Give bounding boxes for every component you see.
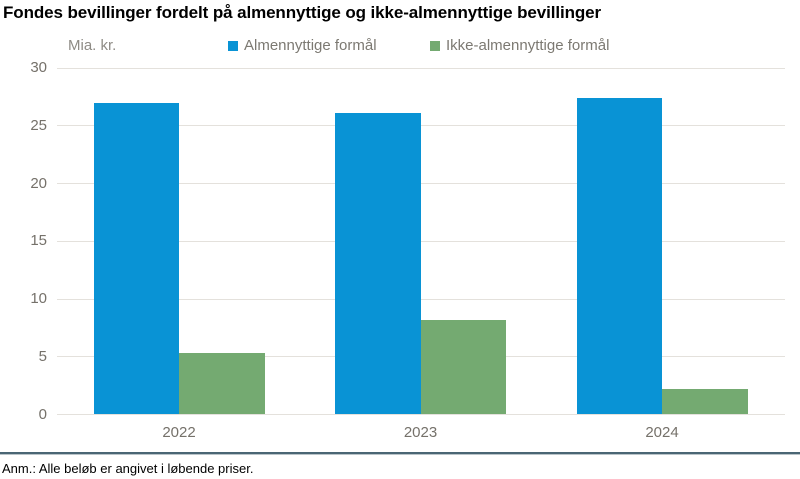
y-axis-tick-label: 25 — [30, 116, 47, 134]
gridline — [57, 298, 785, 300]
x-axis-label: 2024 — [645, 424, 679, 441]
legend-label: Almennyttige formål — [244, 37, 377, 54]
legend-swatch-blue-icon — [228, 40, 238, 51]
legend-item-almennyttige: Almennyttige formål — [228, 37, 377, 54]
y-axis-tick-label: 10 — [30, 290, 47, 307]
page-title: Fondes bevillinger fordelt på almennytti… — [3, 3, 602, 22]
gridline — [57, 240, 785, 242]
gridline — [57, 183, 785, 184]
bar-almennyttige-2024 — [576, 98, 662, 415]
legend-label: Ikke-almennyttige formål — [446, 37, 610, 54]
bar-almennyttige-2022 — [93, 102, 179, 415]
bar-ikke-almennyttige-2023 — [420, 319, 506, 415]
gridline — [57, 67, 785, 69]
footnote: Anm.: Alle beløb er angivet i løbende pr… — [2, 461, 254, 476]
gridline — [57, 125, 785, 127]
bar-ikke-almennyttige-2024 — [662, 389, 748, 415]
y-axis-tick-label: 20 — [30, 174, 47, 192]
y-axis-tick-label: 30 — [30, 59, 47, 76]
bar-ikke-almennyttige-2022 — [179, 353, 265, 415]
x-axis-label: 2023 — [403, 424, 438, 441]
x-axis-label: 2022 — [162, 424, 196, 441]
y-axis-unit-label: Mia. kr. — [68, 37, 117, 54]
gridline — [57, 414, 785, 415]
y-axis-tick-label: 5 — [38, 347, 47, 365]
y-axis-tick-label: 15 — [30, 232, 47, 250]
footer-divider — [0, 452, 800, 455]
y-axis-tick-label: 0 — [38, 405, 47, 423]
legend-item-ikke-almennyttige: Ikke-almennyttige formål — [430, 37, 609, 54]
legend-swatch-green-icon — [430, 40, 440, 51]
chart-plot: 0 5 10 15 20 25 30 2022 2023 2024 — [30, 59, 785, 441]
bar-almennyttige-2023 — [335, 113, 421, 415]
